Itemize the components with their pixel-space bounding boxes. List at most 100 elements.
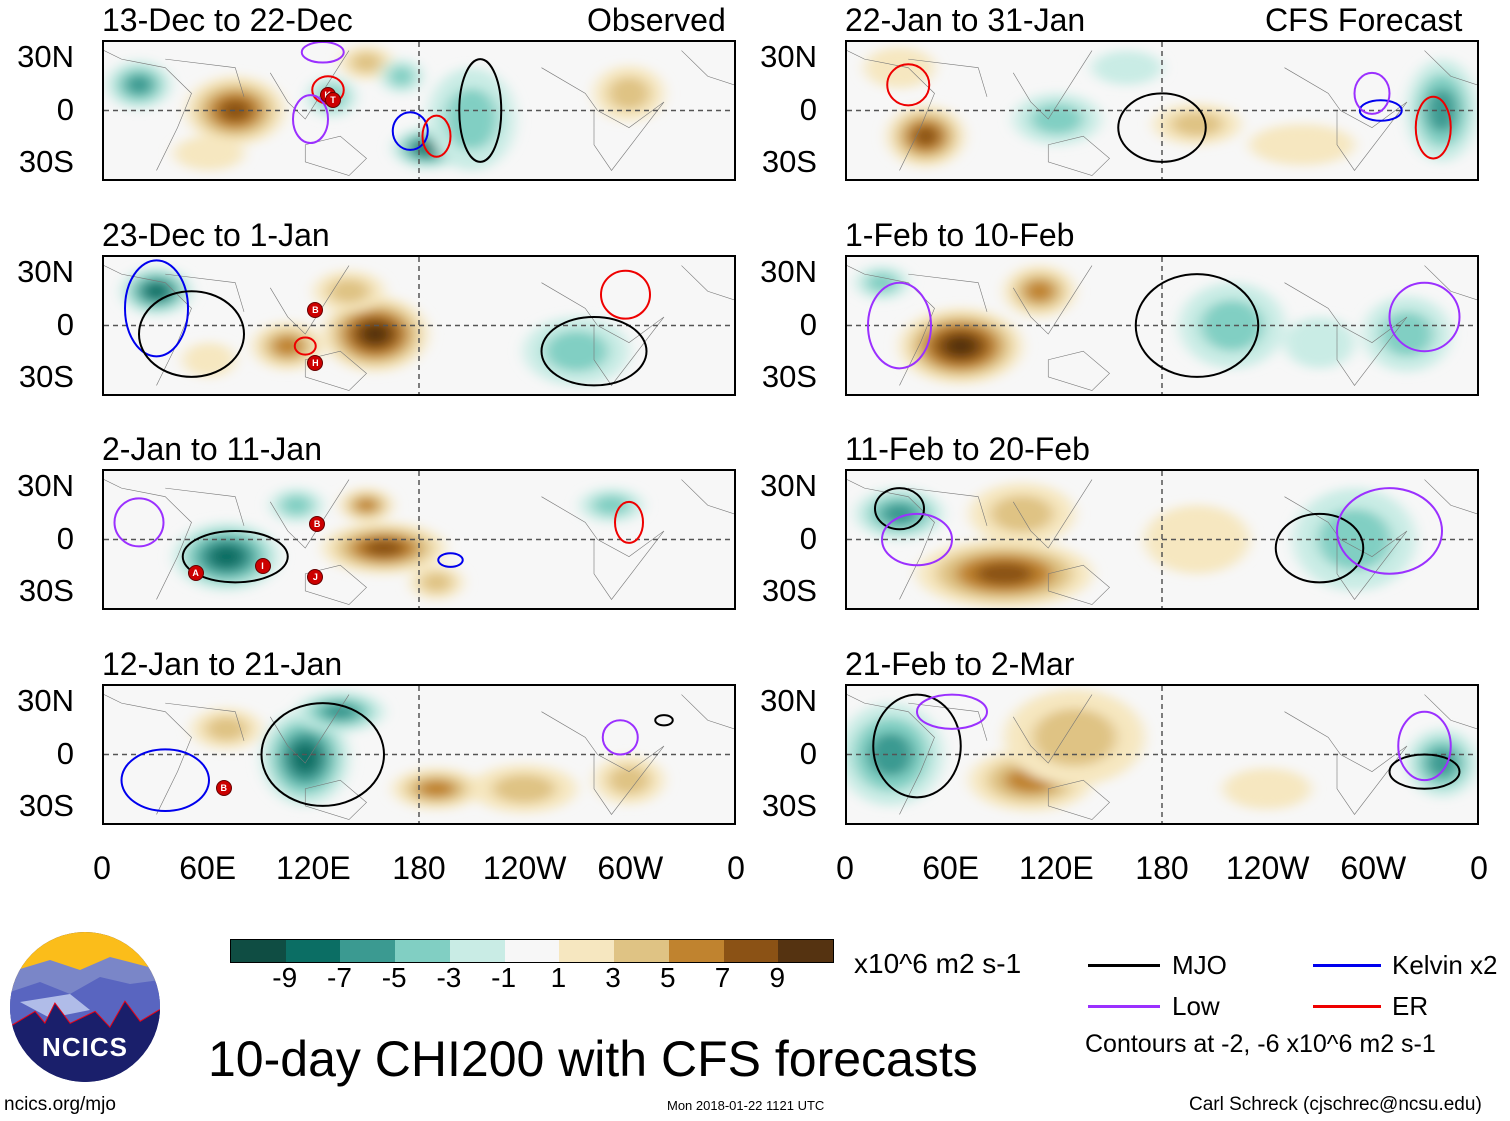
colorbar-tick-label: 5 [660, 962, 676, 993]
anomaly-region [1144, 505, 1250, 574]
latitude-label: 30N [17, 683, 74, 718]
mjo-contour [1276, 514, 1364, 583]
longitude-label: 0 [836, 850, 854, 886]
colorbar [230, 939, 834, 963]
er-contour [423, 116, 451, 157]
anomaly-region [125, 74, 153, 96]
anomaly-region [944, 335, 978, 357]
anomaly-region [350, 52, 383, 73]
anomaly-region [218, 99, 252, 122]
timestamp: Mon 2018-01-22 1121 UTC [667, 1098, 825, 1113]
latitude-label: 0 [799, 92, 817, 127]
longitude-label: 60E [922, 850, 980, 886]
anomaly-region [608, 765, 650, 795]
latitude-label: 0 [799, 307, 817, 342]
legend-mjo-line [1088, 964, 1160, 967]
latitude-label: 0 [56, 521, 74, 556]
anomaly-region [1200, 299, 1264, 352]
longitude-label: 120E [275, 850, 351, 886]
anomaly-region [445, 88, 498, 150]
longitude-label: 60W [597, 850, 664, 886]
legend-er-line [1313, 1005, 1381, 1008]
colorbar-swatch [559, 940, 615, 962]
anomaly-region [420, 572, 453, 593]
low-contour [1390, 283, 1460, 352]
anomaly-region [328, 278, 370, 304]
kelvin-contour [122, 749, 210, 811]
logo-text: NCICS [42, 1032, 128, 1062]
latitude-label: 0 [56, 92, 74, 127]
low-contour [882, 514, 952, 565]
mjo-contour [1390, 755, 1460, 789]
tropical-cyclone-icon: B [215, 780, 232, 797]
longitude-label: 60E [179, 850, 237, 886]
latitude-label: 30N [17, 39, 74, 74]
latitude-label: 30N [760, 468, 817, 503]
colorbar-tick-label: 3 [605, 962, 621, 993]
colorbar-swatch [449, 940, 505, 962]
tropical-cyclone-icon: H [307, 354, 324, 371]
anomaly-region [492, 774, 556, 804]
er-contour [887, 64, 929, 105]
er-contour [1416, 97, 1451, 159]
colorbar-units: x10^6 m2 s-1 [854, 948, 1022, 979]
anomaly-region [868, 732, 914, 777]
er-contour [295, 337, 316, 354]
map-panel [845, 469, 1479, 610]
anomaly-region [1030, 103, 1084, 135]
colorbar-swatch [231, 940, 286, 962]
anomaly-region [1223, 768, 1311, 810]
latitude-label: 30N [760, 683, 817, 718]
website-link[interactable]: ncics.org/mjo [4, 1094, 116, 1115]
anomaly-region [866, 272, 898, 293]
legend-kelvin-line [1313, 964, 1381, 967]
latitude-label: 30S [18, 788, 74, 823]
mjo-contour [459, 59, 501, 162]
tropical-cyclone-icon: B [307, 301, 324, 318]
anomaly-region [545, 330, 608, 372]
anomaly-region [864, 47, 935, 89]
low-contour [1398, 712, 1451, 781]
anomaly-region [880, 502, 919, 525]
colorbar-tick-label: 9 [769, 962, 786, 993]
contours-note: Contours at -2, -6 x10^6 m2 s-1 [1085, 1030, 1436, 1058]
longitude-label: 120E [1018, 850, 1094, 886]
anomaly-region [1170, 111, 1224, 137]
figure-title: 10-day CHI200 with CFS forecasts [208, 1031, 978, 1087]
panel-title: 11-Feb to 20-Feb [845, 431, 1090, 467]
latitude-label: 0 [56, 307, 74, 342]
low-contour [1355, 73, 1390, 114]
longitude-label: 0 [727, 850, 745, 886]
latitude-label: 30S [761, 573, 817, 608]
low-contour [115, 498, 164, 546]
tropical-cyclone-icon: J [307, 568, 324, 585]
panel-title: 1-Feb to 10-Feb [845, 217, 1075, 253]
anomaly-region [975, 562, 1034, 586]
colorbar-swatch [668, 940, 724, 962]
latitude-label: 30N [17, 468, 74, 503]
latitude-label: 30S [761, 359, 817, 394]
low-contour [1337, 488, 1442, 574]
anomaly-region [1032, 708, 1117, 767]
anomaly-region [209, 545, 244, 569]
latitude-label: 30S [18, 144, 74, 179]
ncics-logo: NCICS [10, 932, 160, 1082]
map-panel: A I B J [102, 469, 736, 610]
longitude-label: 60W [1340, 850, 1407, 886]
mjo-contour [1136, 274, 1259, 377]
colorbar-tick-label: -9 [272, 962, 298, 993]
panel-title: 12-Jan to 21-Jan [102, 646, 343, 682]
legend-low-line [1088, 1005, 1160, 1008]
kelvin-contour [438, 553, 463, 567]
er-contour [601, 271, 650, 319]
tropical-cyclone-icon: T [324, 92, 341, 109]
kelvin-contour [1360, 100, 1402, 121]
latitude-label: 30S [18, 573, 74, 608]
anomaly-region [608, 76, 650, 110]
colorbar-swatch [285, 940, 341, 962]
latitude-label: 0 [799, 521, 817, 556]
latitude-label: 0 [799, 736, 817, 771]
anomaly-region [592, 494, 631, 516]
mjo-contour [1118, 93, 1206, 162]
kelvin-contour [125, 260, 188, 356]
